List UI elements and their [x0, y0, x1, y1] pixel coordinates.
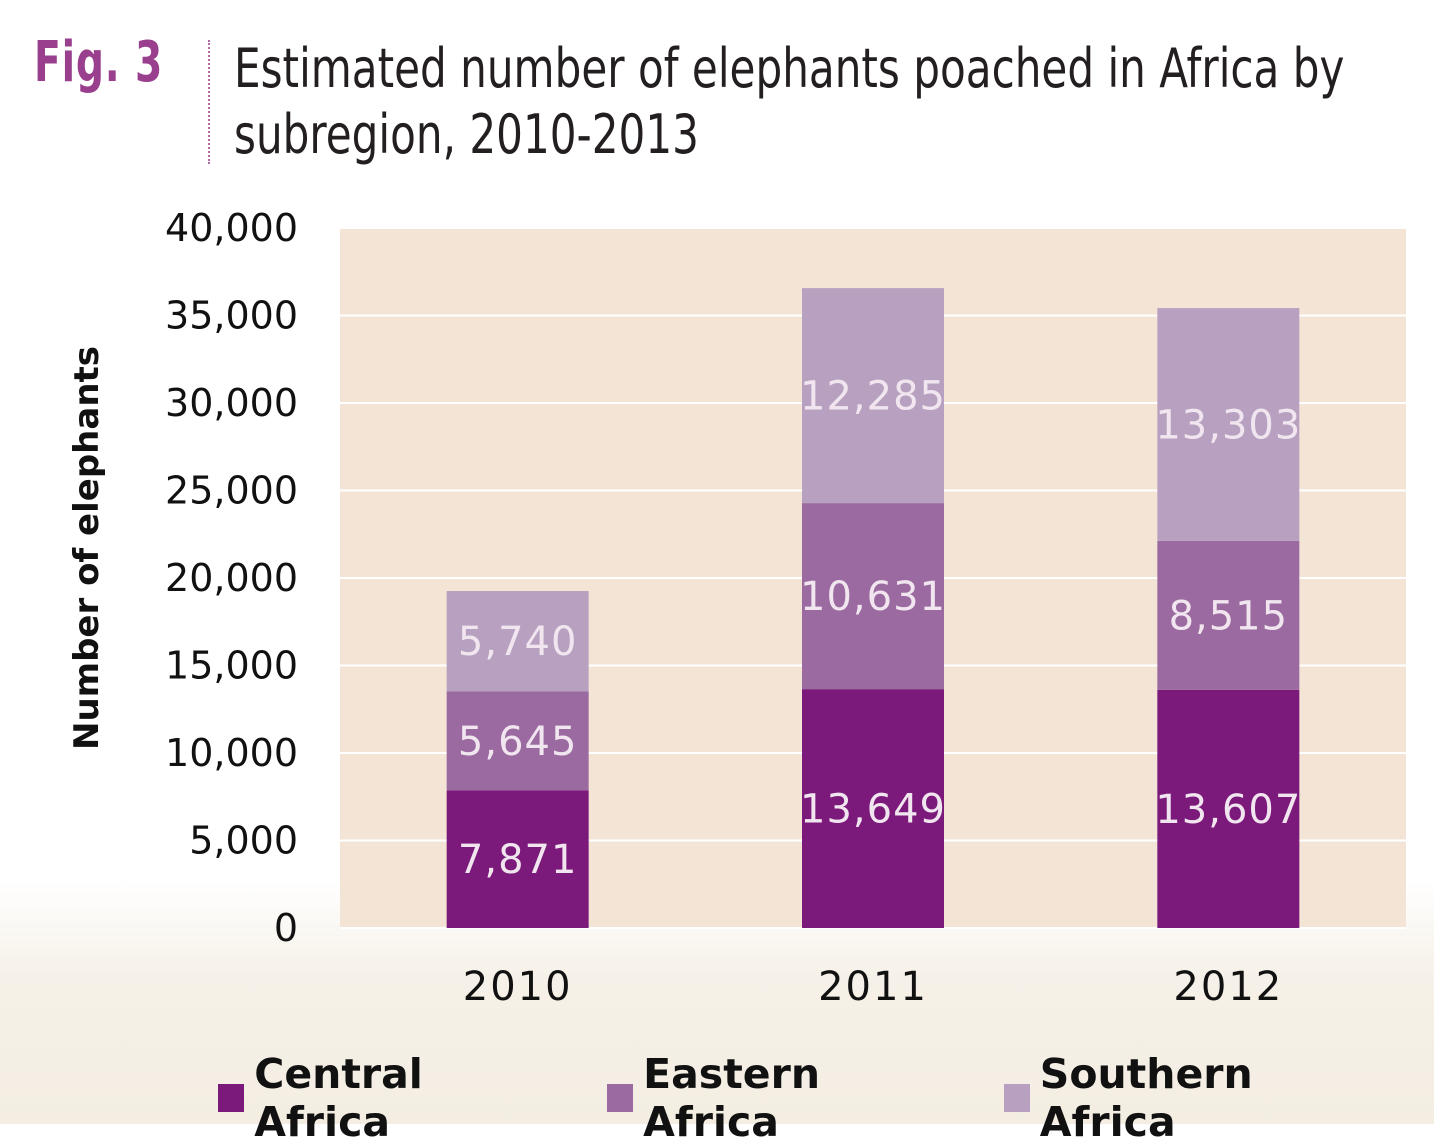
y-tick-label: 35,000: [165, 294, 298, 338]
x-tick-label: 2010: [463, 964, 573, 1010]
bar-segment: [446, 591, 589, 692]
y-tick-label: 10,000: [165, 731, 298, 775]
legend-swatch: [218, 1084, 245, 1112]
bar-segment: [802, 689, 944, 928]
data-label: 12,285: [800, 374, 946, 420]
chart-title: Estimated number of elephants poached in…: [234, 36, 1373, 168]
legend-swatch: [1003, 1084, 1030, 1112]
y-tick-label: 0: [274, 906, 298, 950]
y-tick-label: 25,000: [165, 469, 298, 513]
y-tick-label: 5,000: [189, 819, 298, 863]
bar-segment: [1157, 308, 1300, 541]
y-tick-label: 40,000: [165, 206, 298, 250]
legend-label: Eastern Africa: [643, 1050, 821, 1146]
legend: Central Africa Eastern Africa Southern Afr…: [218, 1050, 1434, 1146]
y-tick-label: 20,000: [165, 556, 298, 600]
bar-segment: [446, 691, 589, 791]
chart-title-line-2: subregion, 2010-2013: [234, 103, 699, 166]
legend-item: Central Africa: [218, 1050, 553, 1146]
data-label: 8,515: [1169, 593, 1289, 639]
data-label: 13,649: [800, 787, 946, 833]
y-axis-ticks: 0 5,000 10,000 15,000 20,000 25,000 30,000 35,0…: [165, 206, 298, 950]
data-label: 13,607: [1155, 787, 1301, 833]
chart-title-line-1: Estimated number of elephants poached in…: [234, 37, 1345, 100]
bars: [446, 288, 1300, 928]
legend-item: Southern Africa: [1003, 1050, 1380, 1146]
data-label: 13,303: [1155, 402, 1301, 448]
data-label: 5,740: [458, 619, 578, 665]
bar-segment: [446, 790, 589, 928]
data-label: 10,631: [800, 574, 946, 620]
data-labels: 7,871 5,645 5,740 13,649 10,631 12,285 13,607 8…: [458, 374, 1301, 884]
data-label: 5,645: [458, 719, 578, 765]
legend-label: Southern Africa: [1039, 1050, 1253, 1146]
x-tick-label: 2011: [818, 964, 928, 1010]
figure-label: Fig. 3: [34, 30, 164, 95]
x-axis-categories: 2010 2011 2012: [463, 964, 1283, 1010]
y-tick-label: 15,000: [165, 644, 298, 688]
legend-item: Eastern Africa: [606, 1050, 950, 1146]
y-tick-label: 30,000: [165, 381, 298, 425]
bar-segment: [802, 503, 944, 690]
bar-segment: [802, 288, 944, 504]
bar-segment: [1157, 689, 1300, 928]
x-tick-label: 2012: [1173, 964, 1283, 1010]
title-divider: [208, 40, 210, 164]
legend-label: Central Africa: [254, 1050, 423, 1146]
y-axis-label: Number of elephants: [67, 346, 107, 750]
legend-swatch: [606, 1084, 634, 1112]
bar-segment: [1157, 540, 1300, 690]
data-label: 7,871: [458, 837, 578, 883]
